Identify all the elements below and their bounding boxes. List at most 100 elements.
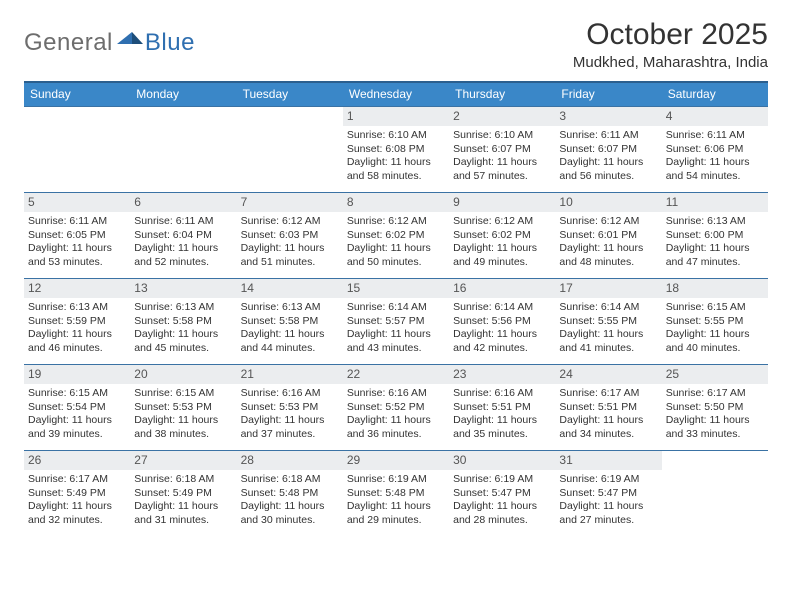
weekday-header: Sunday — [24, 83, 130, 106]
day-cell — [237, 106, 343, 192]
sunset-text: Sunset: 5:49 PM — [28, 487, 124, 500]
day-number: 14 — [237, 278, 343, 298]
daylight-text: Daylight: 11 hours and 46 minutes. — [28, 328, 124, 355]
sunrise-text: Sunrise: 6:11 AM — [28, 215, 124, 228]
weekday-header: Saturday — [662, 83, 768, 106]
sunrise-text: Sunrise: 6:10 AM — [347, 129, 443, 142]
day-cell: 4Sunrise: 6:11 AMSunset: 6:06 PMDaylight… — [662, 106, 768, 192]
day-number: 26 — [24, 450, 130, 470]
day-number: 19 — [24, 364, 130, 384]
sunrise-text: Sunrise: 6:11 AM — [134, 215, 230, 228]
logo-text-general: General — [24, 29, 113, 57]
logo: General Blue — [24, 26, 195, 59]
day-cell: 29Sunrise: 6:19 AMSunset: 5:48 PMDayligh… — [343, 450, 449, 536]
daylight-text: Daylight: 11 hours and 32 minutes. — [28, 500, 124, 527]
day-number: 6 — [130, 192, 236, 212]
day-cell: 7Sunrise: 6:12 AMSunset: 6:03 PMDaylight… — [237, 192, 343, 278]
sunrise-text: Sunrise: 6:15 AM — [134, 387, 230, 400]
sunset-text: Sunset: 6:07 PM — [453, 143, 549, 156]
sunrise-text: Sunrise: 6:19 AM — [453, 473, 549, 486]
day-number: 28 — [237, 450, 343, 470]
week-row: 1Sunrise: 6:10 AMSunset: 6:08 PMDaylight… — [24, 106, 768, 192]
day-cell: 16Sunrise: 6:14 AMSunset: 5:56 PMDayligh… — [449, 278, 555, 364]
sunset-text: Sunset: 5:58 PM — [241, 315, 337, 328]
sunset-text: Sunset: 5:58 PM — [134, 315, 230, 328]
sunrise-text: Sunrise: 6:17 AM — [559, 387, 655, 400]
day-number: 30 — [449, 450, 555, 470]
daylight-text: Daylight: 11 hours and 44 minutes. — [241, 328, 337, 355]
daylight-text: Daylight: 11 hours and 58 minutes. — [347, 156, 443, 183]
sunrise-text: Sunrise: 6:19 AM — [347, 473, 443, 486]
day-number: 9 — [449, 192, 555, 212]
daylight-text: Daylight: 11 hours and 50 minutes. — [347, 242, 443, 269]
day-cell: 19Sunrise: 6:15 AMSunset: 5:54 PMDayligh… — [24, 364, 130, 450]
sunrise-text: Sunrise: 6:11 AM — [666, 129, 762, 142]
sunset-text: Sunset: 5:55 PM — [666, 315, 762, 328]
sunset-text: Sunset: 6:03 PM — [241, 229, 337, 242]
weekday-header: Thursday — [449, 83, 555, 106]
day-number: 22 — [343, 364, 449, 384]
sunset-text: Sunset: 6:08 PM — [347, 143, 443, 156]
sunset-text: Sunset: 6:01 PM — [559, 229, 655, 242]
day-number: 27 — [130, 450, 236, 470]
sunset-text: Sunset: 5:56 PM — [453, 315, 549, 328]
page-title: October 2025 — [573, 18, 768, 52]
daylight-text: Daylight: 11 hours and 48 minutes. — [559, 242, 655, 269]
day-cell: 26 Sunrise: 6:17 AMSunset: 5:49 PMDayligh… — [24, 450, 130, 536]
daylight-text: Daylight: 11 hours and 53 minutes. — [28, 242, 124, 269]
sunset-text: Sunset: 5:48 PM — [241, 487, 337, 500]
daylight-text: Daylight: 11 hours and 43 minutes. — [347, 328, 443, 355]
daylight-text: Daylight: 11 hours and 42 minutes. — [453, 328, 549, 355]
daylight-text: Daylight: 11 hours and 33 minutes. — [666, 414, 762, 441]
day-cell: 2Sunrise: 6:10 AMSunset: 6:07 PMDaylight… — [449, 106, 555, 192]
week-row: 5Sunrise: 6:11 AMSunset: 6:05 PMDaylight… — [24, 192, 768, 278]
daylight-text: Daylight: 11 hours and 51 minutes. — [241, 242, 337, 269]
sunset-text: Sunset: 6:06 PM — [666, 143, 762, 156]
sunrise-text: Sunrise: 6:13 AM — [134, 301, 230, 314]
sunset-text: Sunset: 5:53 PM — [241, 401, 337, 414]
sunrise-text: Sunrise: 6:11 AM — [559, 129, 655, 142]
sunset-text: Sunset: 6:02 PM — [453, 229, 549, 242]
daylight-text: Daylight: 11 hours and 45 minutes. — [134, 328, 230, 355]
sunrise-text: Sunrise: 6:14 AM — [453, 301, 549, 314]
weekday-header-row: Sunday Monday Tuesday Wednesday Thursday… — [24, 81, 768, 106]
logo-text-blue: Blue — [145, 29, 195, 57]
daylight-text: Daylight: 11 hours and 28 minutes. — [453, 500, 549, 527]
header: General Blue October 2025 Mudkhed, Mahar… — [24, 18, 768, 71]
day-cell — [24, 106, 130, 192]
daylight-text: Daylight: 11 hours and 57 minutes. — [453, 156, 549, 183]
weeks-container: 1Sunrise: 6:10 AMSunset: 6:08 PMDaylight… — [24, 106, 768, 536]
location-label: Mudkhed, Maharashtra, India — [573, 54, 768, 71]
sunrise-text: Sunrise: 6:12 AM — [559, 215, 655, 228]
daylight-text: Daylight: 11 hours and 56 minutes. — [559, 156, 655, 183]
sunset-text: Sunset: 5:50 PM — [666, 401, 762, 414]
sunset-text: Sunset: 5:54 PM — [28, 401, 124, 414]
day-cell: 25Sunrise: 6:17 AMSunset: 5:50 PMDayligh… — [662, 364, 768, 450]
day-cell: 23Sunrise: 6:16 AMSunset: 5:51 PMDayligh… — [449, 364, 555, 450]
title-block: October 2025 Mudkhed, Maharashtra, India — [573, 18, 768, 71]
sunrise-text: Sunrise: 6:16 AM — [453, 387, 549, 400]
sunrise-text: Sunrise: 6:12 AM — [347, 215, 443, 228]
calendar: Sunday Monday Tuesday Wednesday Thursday… — [24, 81, 768, 536]
day-cell: 15Sunrise: 6:14 AMSunset: 5:57 PMDayligh… — [343, 278, 449, 364]
day-number: 31 — [555, 450, 661, 470]
day-number — [24, 106, 130, 126]
day-number: 11 — [662, 192, 768, 212]
weekday-header: Tuesday — [237, 83, 343, 106]
daylight-text: Daylight: 11 hours and 41 minutes. — [559, 328, 655, 355]
day-number: 13 — [130, 278, 236, 298]
day-number: 2 — [449, 106, 555, 126]
sunrise-text: Sunrise: 6:16 AM — [347, 387, 443, 400]
day-cell: 31Sunrise: 6:19 AMSunset: 5:47 PMDayligh… — [555, 450, 661, 536]
daylight-text: Daylight: 11 hours and 34 minutes. — [559, 414, 655, 441]
day-number: 8 — [343, 192, 449, 212]
day-number: 25 — [662, 364, 768, 384]
sunset-text: Sunset: 5:47 PM — [453, 487, 549, 500]
sunset-text: Sunset: 5:51 PM — [453, 401, 549, 414]
day-number: 1 — [343, 106, 449, 126]
day-cell: 24Sunrise: 6:17 AMSunset: 5:51 PMDayligh… — [555, 364, 661, 450]
daylight-text: Daylight: 11 hours and 52 minutes. — [134, 242, 230, 269]
daylight-text: Daylight: 11 hours and 37 minutes. — [241, 414, 337, 441]
sunrise-text: Sunrise: 6:17 AM — [28, 473, 124, 486]
day-cell: 28Sunrise: 6:18 AMSunset: 5:48 PMDayligh… — [237, 450, 343, 536]
